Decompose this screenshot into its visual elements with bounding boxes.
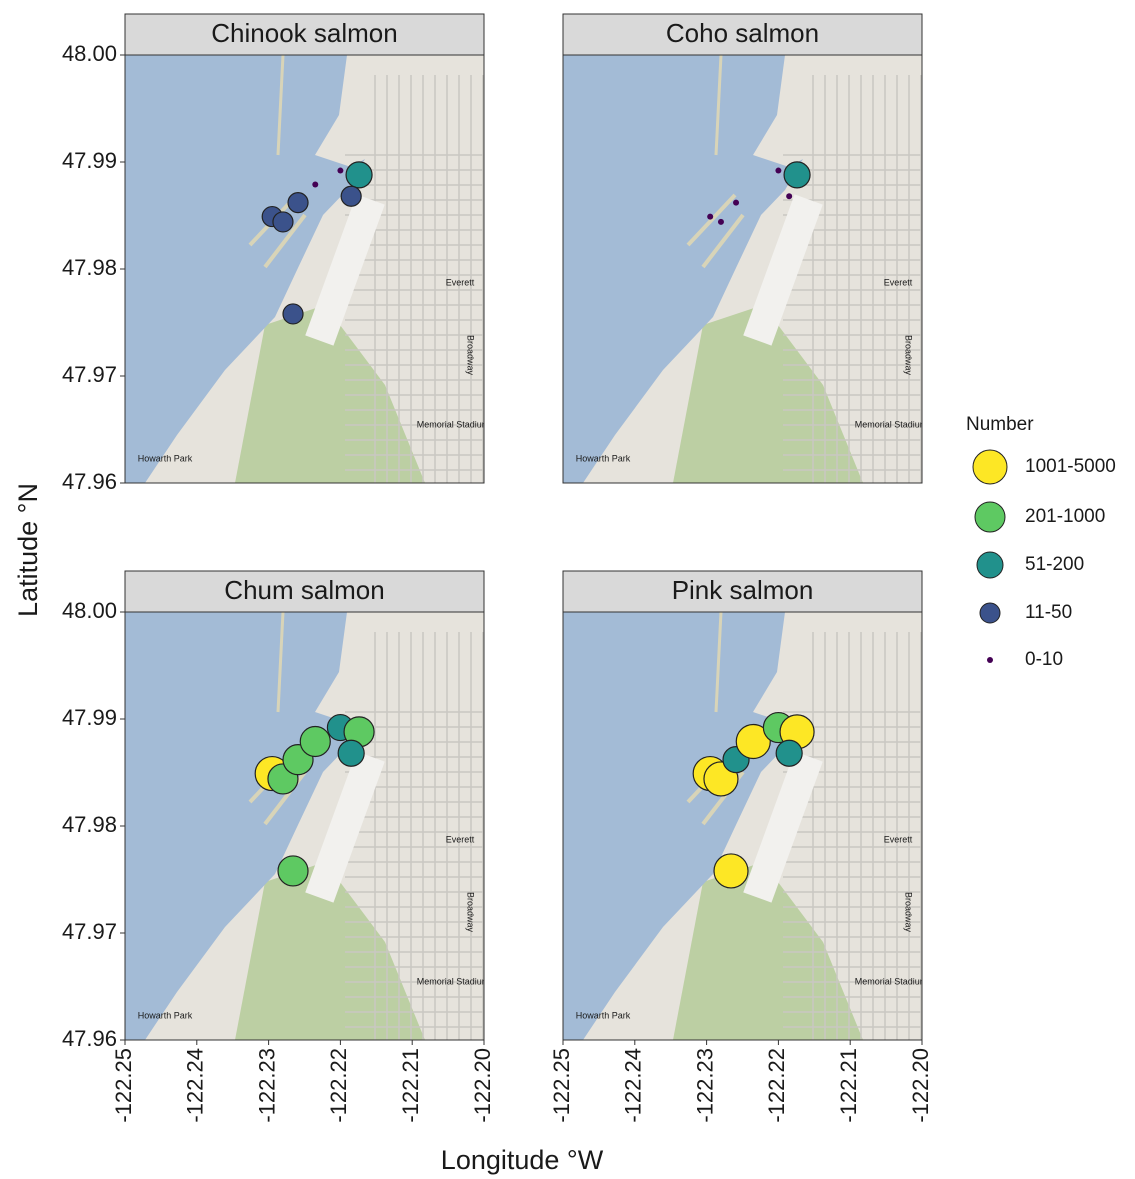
y-tick-label: 47.97 xyxy=(62,919,117,944)
point xyxy=(714,854,748,888)
y-tick-label: 47.99 xyxy=(62,148,117,173)
x-tick-label: -122.24 xyxy=(183,1048,208,1123)
y-tick-label: 47.97 xyxy=(62,362,117,387)
point xyxy=(273,212,293,232)
point xyxy=(776,740,802,766)
legend-label: 1001-5000 xyxy=(1025,456,1116,477)
x-tick-label: -122.23 xyxy=(254,1048,279,1123)
point xyxy=(300,726,330,756)
map-label: Memorial Stadium xyxy=(855,419,928,429)
panel-title: Chum salmon xyxy=(224,575,384,605)
point xyxy=(733,200,739,206)
chart: Latitude °N Longitude °W Number 1001-500… xyxy=(0,0,1135,1179)
map: Everett Broadway Memorial Stadium Howarth P… xyxy=(125,55,489,483)
x-tick-label: -122.22 xyxy=(764,1048,789,1123)
map-label: Howarth Park xyxy=(576,453,631,463)
y-tick-label: 47.98 xyxy=(62,812,117,837)
panel-title: Chinook salmon xyxy=(211,18,397,48)
legend-swatch xyxy=(975,502,1005,532)
y-tick-label: 47.99 xyxy=(62,705,117,730)
legend-swatch xyxy=(973,450,1007,484)
legend-swatch xyxy=(980,603,1000,623)
point xyxy=(312,181,318,187)
point xyxy=(288,193,308,213)
legend-label: 0-10 xyxy=(1025,649,1063,670)
map-label: Broadway xyxy=(904,892,914,933)
map-label: Howarth Park xyxy=(138,453,193,463)
x-tick-label: -122.20 xyxy=(908,1048,933,1123)
map-label: Everett xyxy=(884,834,913,844)
legend-swatch xyxy=(987,657,993,663)
legend-label: 11-50 xyxy=(1025,602,1072,623)
point xyxy=(337,168,343,174)
x-tick-label: -122.23 xyxy=(692,1048,717,1123)
x-tick-label: -122.20 xyxy=(470,1048,495,1123)
panel-title: Pink salmon xyxy=(672,575,814,605)
y-axis-label: Latitude °N xyxy=(13,483,43,617)
point xyxy=(775,168,781,174)
legend-swatch xyxy=(977,552,1003,578)
map-label: Memorial Stadium xyxy=(417,976,490,986)
y-tick-label: 47.98 xyxy=(62,255,117,280)
x-tick-label: -122.21 xyxy=(398,1048,423,1123)
point xyxy=(786,193,792,199)
legend-label: 51-200 xyxy=(1025,554,1084,575)
map-label: Broadway xyxy=(466,335,476,376)
x-tick-label: -122.24 xyxy=(621,1048,646,1123)
point xyxy=(346,162,372,188)
x-tick-label: -122.21 xyxy=(836,1048,861,1123)
point xyxy=(784,162,810,188)
y-tick-label: 48.00 xyxy=(62,41,117,66)
legend-title: Number xyxy=(966,414,1034,435)
map: Everett Broadway Memorial Stadium Howarth P… xyxy=(563,612,927,1040)
y-tick-label: 47.96 xyxy=(62,1026,117,1051)
map-label: Everett xyxy=(884,277,913,287)
map-label: Broadway xyxy=(904,335,914,376)
x-tick-label: -122.25 xyxy=(111,1048,136,1123)
map-label: Howarth Park xyxy=(138,1010,193,1020)
point xyxy=(338,740,364,766)
panel-title: Coho salmon xyxy=(666,18,819,48)
legend-label: 201-1000 xyxy=(1025,506,1105,527)
point xyxy=(718,219,724,225)
map-label: Howarth Park xyxy=(576,1010,631,1020)
map-label: Memorial Stadium xyxy=(417,419,490,429)
y-tick-label: 48.00 xyxy=(62,598,117,623)
x-tick-label: -122.25 xyxy=(549,1048,574,1123)
x-tick-label: -122.22 xyxy=(326,1048,351,1123)
map: Everett Broadway Memorial Stadium Howarth P… xyxy=(125,612,489,1040)
point xyxy=(278,856,308,886)
point xyxy=(341,186,361,206)
map-label: Everett xyxy=(446,277,475,287)
x-axis-label: Longitude °W xyxy=(441,1145,604,1175)
map: Everett Broadway Memorial Stadium Howarth P… xyxy=(563,55,927,483)
map-label: Memorial Stadium xyxy=(855,976,928,986)
point xyxy=(283,304,303,324)
y-tick-label: 47.96 xyxy=(62,469,117,494)
point xyxy=(707,214,713,220)
map-label: Everett xyxy=(446,834,475,844)
map-label: Broadway xyxy=(466,892,476,933)
